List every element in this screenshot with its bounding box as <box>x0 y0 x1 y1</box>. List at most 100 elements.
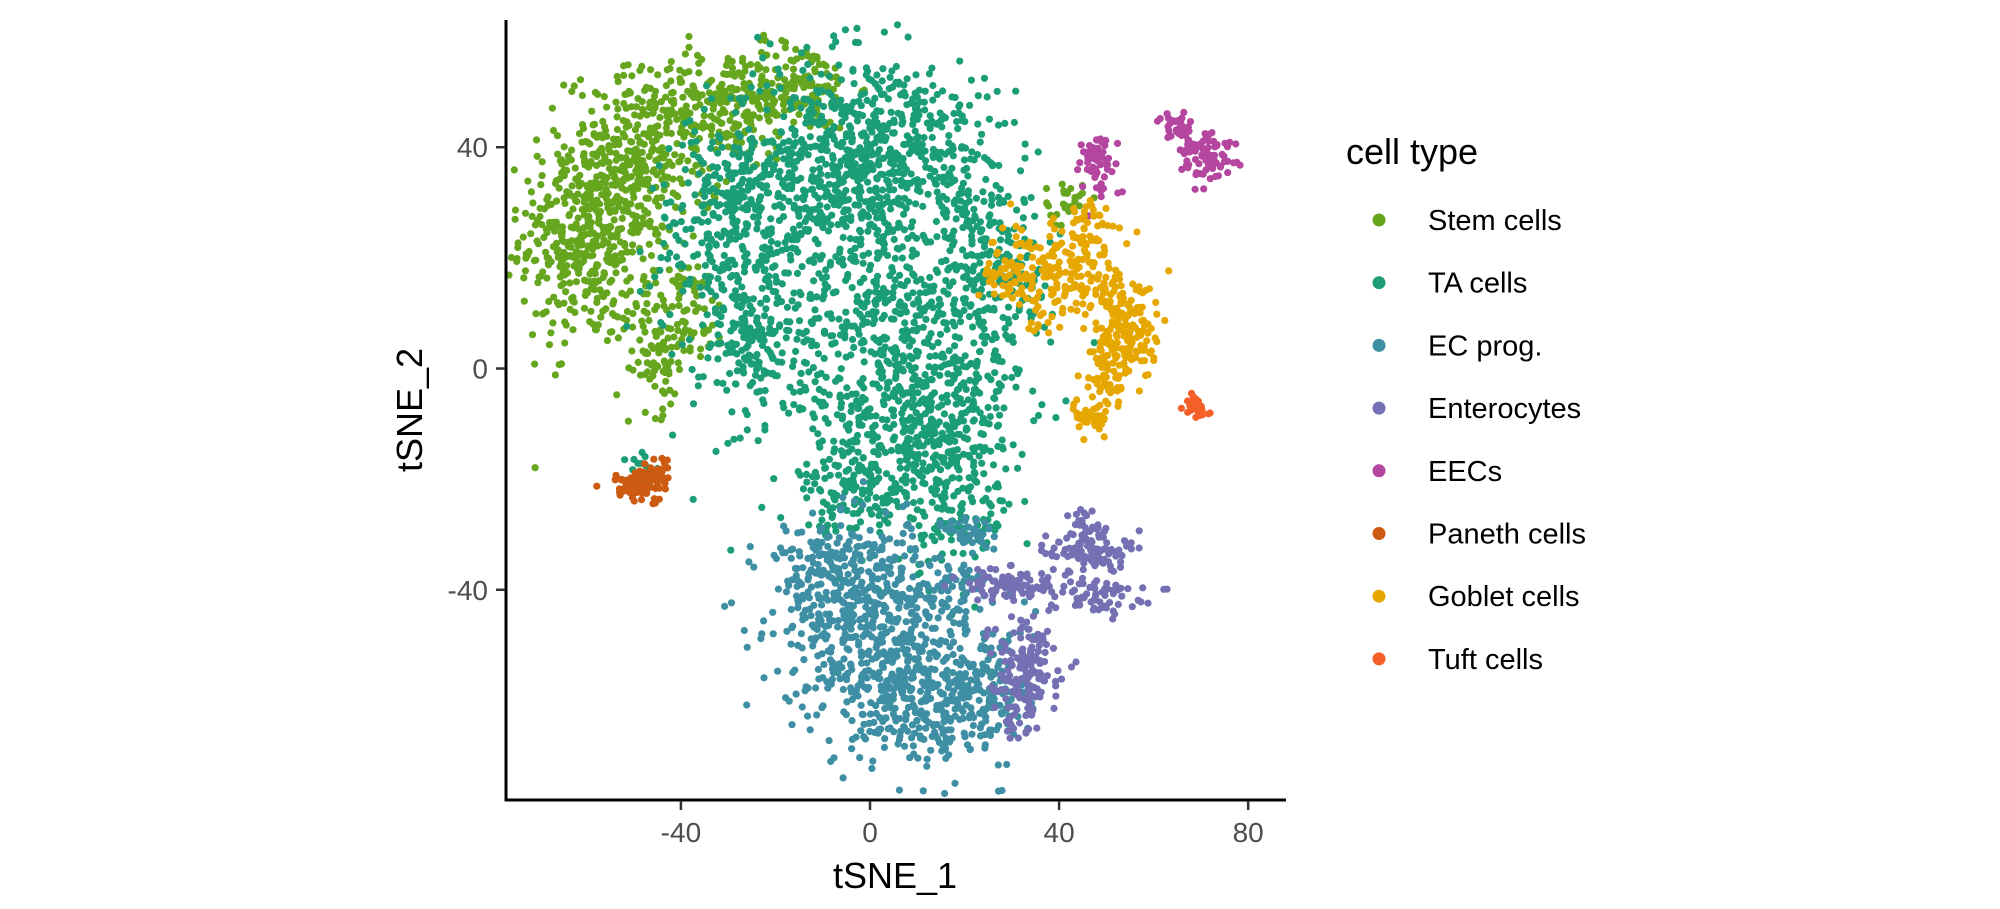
data-point <box>860 384 868 392</box>
data-point <box>750 163 758 171</box>
data-point <box>770 166 778 174</box>
data-point <box>837 404 845 412</box>
data-point <box>817 220 826 228</box>
data-point <box>682 225 690 234</box>
data-point <box>883 565 892 573</box>
data-point <box>966 376 974 384</box>
data-point <box>865 683 873 692</box>
data-point <box>669 431 677 439</box>
data-point <box>613 125 622 134</box>
data-point <box>990 545 998 553</box>
data-point <box>766 40 774 48</box>
data-point <box>848 153 856 162</box>
data-point <box>824 171 832 179</box>
data-point <box>891 344 899 352</box>
data-point <box>671 390 679 398</box>
data-point <box>891 354 899 363</box>
data-point <box>832 73 840 81</box>
data-point <box>638 448 646 456</box>
data-point <box>973 478 981 486</box>
data-point <box>782 527 790 535</box>
data-point <box>669 88 677 97</box>
data-point <box>653 302 661 310</box>
data-point <box>868 200 877 208</box>
data-point <box>795 328 803 336</box>
data-point <box>872 584 881 593</box>
data-point <box>774 193 782 201</box>
data-point <box>552 177 561 185</box>
data-point <box>767 227 775 236</box>
data-point <box>814 240 822 248</box>
data-point <box>996 185 1005 193</box>
data-point <box>703 82 711 90</box>
data-point <box>965 474 973 482</box>
data-point <box>852 632 860 640</box>
data-point <box>769 287 777 296</box>
data-point <box>800 358 809 366</box>
data-point <box>589 251 597 259</box>
data-point <box>685 43 693 51</box>
data-point <box>773 341 781 349</box>
data-point <box>900 88 908 96</box>
data-point <box>729 294 738 302</box>
data-point <box>532 136 541 144</box>
data-point <box>940 353 948 361</box>
data-point <box>954 206 962 214</box>
data-point <box>727 273 735 281</box>
data-point <box>676 129 685 137</box>
data-point <box>869 308 877 316</box>
data-point <box>865 406 873 414</box>
data-point <box>948 93 956 101</box>
data-point <box>797 369 805 377</box>
data-point <box>959 224 967 232</box>
data-point <box>792 347 800 355</box>
data-point <box>776 70 784 78</box>
data-point <box>654 71 662 79</box>
data-point <box>537 181 545 189</box>
data-point <box>930 586 938 594</box>
data-point <box>836 375 844 383</box>
data-point <box>569 205 577 213</box>
data-point <box>867 261 875 269</box>
data-point <box>843 384 851 392</box>
data-point <box>915 581 923 590</box>
data-point <box>899 367 907 375</box>
data-point <box>875 668 883 677</box>
data-point <box>671 151 679 159</box>
data-point <box>584 220 593 228</box>
data-point <box>850 611 858 619</box>
data-point <box>909 141 917 149</box>
data-point <box>910 319 918 327</box>
data-point <box>885 698 893 706</box>
data-point <box>664 255 672 263</box>
data-point <box>651 104 659 112</box>
data-point <box>634 152 642 160</box>
data-point <box>843 506 851 514</box>
data-point <box>1029 387 1037 395</box>
data-point <box>914 107 922 115</box>
data-point <box>804 60 812 68</box>
data-point <box>987 510 995 518</box>
data-point <box>859 632 867 641</box>
data-point <box>774 585 783 593</box>
data-point <box>665 160 673 168</box>
data-point <box>568 146 576 154</box>
data-point <box>867 124 875 132</box>
data-point <box>1034 148 1042 156</box>
data-point <box>718 189 726 197</box>
data-point <box>857 339 865 347</box>
data-point <box>693 51 702 60</box>
data-point <box>738 314 746 323</box>
data-point <box>927 746 935 754</box>
data-point <box>520 297 528 305</box>
data-point <box>689 400 698 408</box>
data-point <box>582 205 590 213</box>
data-point <box>628 138 636 146</box>
data-point <box>909 375 917 383</box>
data-point <box>877 136 885 144</box>
data-point <box>835 534 844 542</box>
data-point <box>916 687 925 695</box>
data-point <box>935 640 943 649</box>
data-point <box>910 460 918 468</box>
data-point <box>655 154 664 162</box>
